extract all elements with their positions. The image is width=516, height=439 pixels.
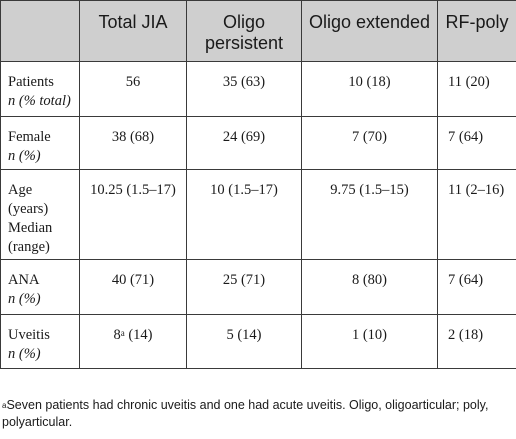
header-oligo-extended: Oligo extended: [301, 0, 438, 62]
row-label-text: Uveitis: [8, 327, 50, 343]
footnote-marker: a: [120, 328, 125, 338]
table-row: Uveitis n (%) 8a (14) 5 (14) 1 (10) 2 (1…: [0, 314, 516, 369]
row-sublabel: n (%): [8, 148, 41, 164]
table-row: Age (years) Median (range) 10.25 (1.5–17…: [0, 169, 516, 260]
table-cell: 7 (70): [301, 116, 438, 170]
cell-value-rest: (14): [124, 327, 153, 343]
row-label-text: ANA: [8, 272, 40, 288]
table-cell: 56: [79, 61, 187, 117]
row-label: Uveitis n (%): [0, 314, 80, 369]
table-cell: 35 (63): [186, 61, 302, 117]
row-label: Female n (%): [0, 116, 80, 170]
table-cell: 38 (68): [79, 116, 187, 170]
table-cell: 11 (2–16): [437, 169, 516, 260]
header-oligo-persistent: Oligo persistent: [186, 0, 302, 62]
cell-value: 8: [113, 327, 121, 343]
table-cell: 10.25 (1.5–17): [79, 169, 187, 260]
table-cell: 10 (1.5–17): [186, 169, 302, 260]
table-cell: 40 (71): [79, 259, 187, 315]
table-cell: 5 (14): [186, 314, 302, 369]
table-container: Total JIA Oligo persistent Oligo extende…: [0, 0, 516, 369]
row-label: Age (years) Median (range): [0, 169, 80, 260]
table-footnote: aSeven patients had chronic uveitis and …: [2, 397, 514, 431]
header-rf-poly: RF-poly: [437, 0, 516, 62]
header-blank: [0, 0, 80, 62]
table-row: ANA n (%) 40 (71) 25 (71) 8 (80) 7 (64): [0, 259, 516, 315]
row-label: ANA n (%): [0, 259, 80, 315]
table-row: Patients n (% total) 56 35 (63) 10 (18) …: [0, 61, 516, 117]
table-cell: 2 (18): [437, 314, 516, 369]
table-cell: 7 (64): [437, 259, 516, 315]
table-cell: 9.75 (1.5–15): [301, 169, 438, 260]
table-cell: 10 (18): [301, 61, 438, 117]
header-total-jia: Total JIA: [79, 0, 187, 62]
row-sublabel: n (%): [8, 291, 41, 307]
table-cell: 8 (80): [301, 259, 438, 315]
row-sublabel: n (%): [8, 346, 41, 362]
table-cell: 24 (69): [186, 116, 302, 170]
table-cell: 1 (10): [301, 314, 438, 369]
jia-characteristics-table: Total JIA Oligo persistent Oligo extende…: [0, 0, 516, 369]
footnote-marker: a: [2, 401, 7, 410]
table-cell: 25 (71): [186, 259, 302, 315]
table-cell: 11 (20): [437, 61, 516, 117]
table-cell: 7 (64): [437, 116, 516, 170]
header-row: Total JIA Oligo persistent Oligo extende…: [0, 0, 516, 62]
footnote-text: Seven patients had chronic uveitis and o…: [2, 398, 489, 429]
table-row: Female n (%) 38 (68) 24 (69) 7 (70) 7 (6…: [0, 116, 516, 170]
row-label-text: Patients: [8, 74, 54, 90]
table-cell: 8a (14): [79, 314, 187, 369]
row-label-text: Female: [8, 129, 51, 145]
row-sublabel: n (% total): [8, 93, 71, 109]
row-label: Patients n (% total): [0, 61, 80, 117]
